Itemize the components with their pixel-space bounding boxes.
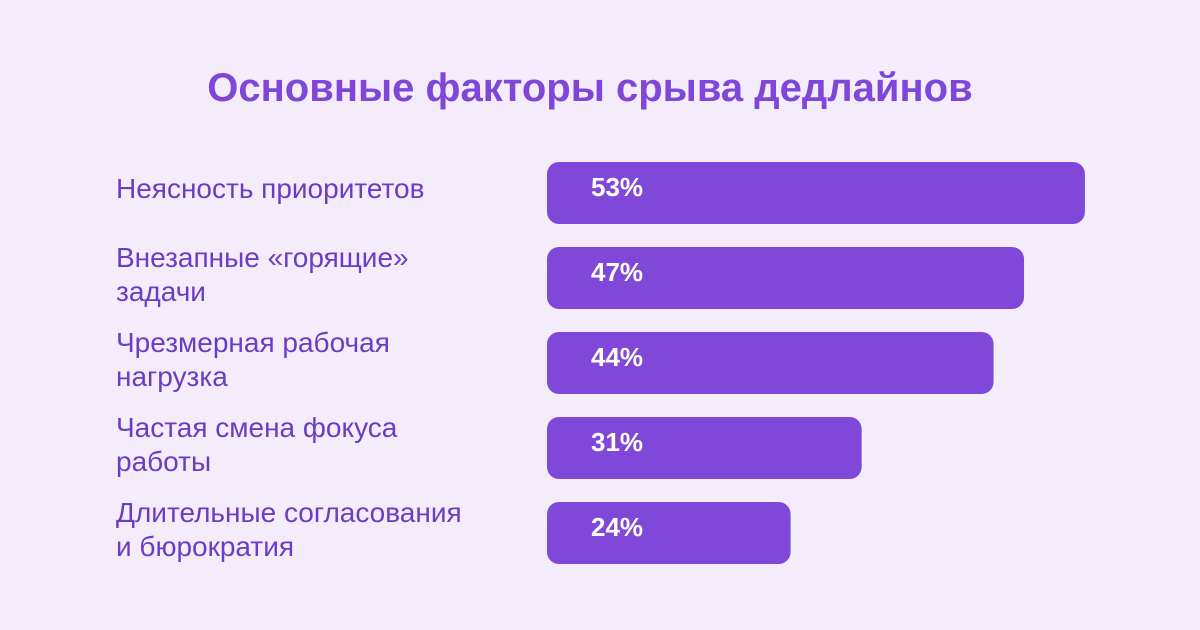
- category-label-4: Частая смена фокуса работы: [116, 412, 398, 477]
- category-label-line: задачи: [116, 276, 206, 307]
- bar-1: [547, 162, 1085, 224]
- category-label-line: Частая смена фокуса: [116, 412, 398, 443]
- category-label-line: нагрузка: [116, 361, 228, 392]
- bar-value-label-1: 53%: [591, 172, 643, 202]
- category-label-3: Чрезмерная рабочая нагрузка: [116, 327, 390, 392]
- category-label-1: Неясность приоритетов: [116, 173, 424, 204]
- bar-value-label-4: 31%: [591, 427, 643, 457]
- bar-value-label-5: 24%: [591, 512, 643, 542]
- category-label-line: Чрезмерная рабочая: [116, 327, 390, 358]
- bar-value-label-2: 47%: [591, 257, 643, 287]
- bar-4: [547, 417, 862, 479]
- category-label-line: Неясность приоритетов: [116, 173, 424, 204]
- category-label-line: Внезапные «горящие»: [116, 242, 409, 273]
- bar-5: [547, 502, 791, 564]
- category-label-line: Длительные согласования: [116, 497, 462, 528]
- category-label-line: работы: [116, 446, 211, 477]
- category-label-5: Длительные согласования и бюрократия: [116, 497, 462, 562]
- category-label-2: Внезапные «горящие» задачи: [116, 242, 409, 307]
- bar-3: [547, 332, 994, 394]
- bar-value-label-3: 44%: [591, 342, 643, 372]
- chart-title: Основные факторы срыва дедлайнов: [207, 66, 973, 110]
- bar-2: [547, 247, 1025, 309]
- category-label-line: и бюрократия: [116, 531, 294, 562]
